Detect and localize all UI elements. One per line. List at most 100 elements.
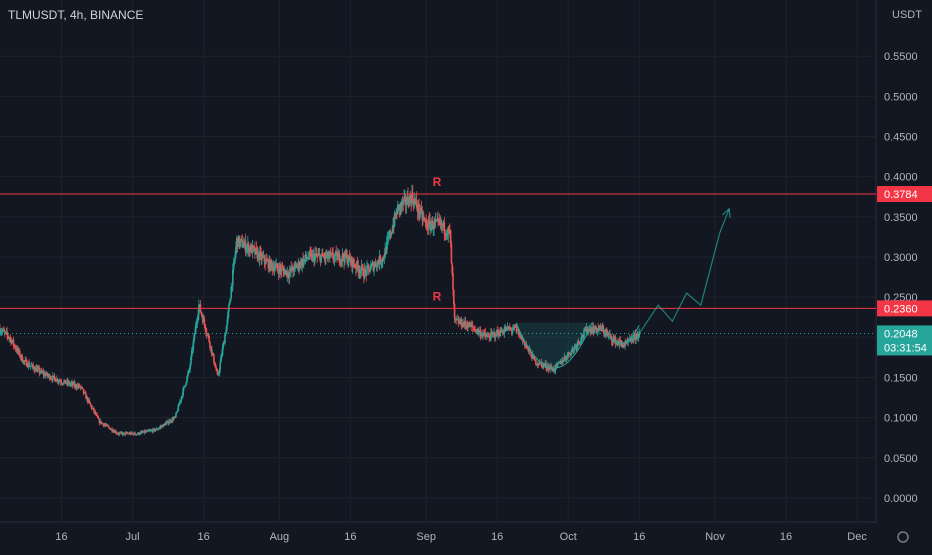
candle-body [471, 325, 474, 328]
candle-body [477, 328, 480, 333]
candle-body [126, 432, 128, 434]
candle-body [53, 375, 56, 378]
candle-body [472, 327, 475, 329]
candle-body [437, 219, 440, 221]
candle-body [310, 252, 312, 254]
candle-body [440, 219, 442, 226]
y-tick-label: 0.5000 [884, 91, 918, 103]
candle-body [320, 255, 322, 263]
candle-body [399, 204, 401, 211]
candle-body [18, 350, 21, 357]
candle-body [512, 329, 514, 331]
candle-body [246, 246, 248, 250]
candle-body [332, 253, 334, 259]
candle-body [108, 427, 111, 430]
candle-body [545, 363, 547, 368]
candle-body [12, 339, 15, 346]
candle-body [305, 254, 308, 259]
candle-body [393, 213, 396, 227]
symbol-title: TLMUSDT, 4h, BINANCE [8, 8, 144, 22]
candle-body [229, 298, 232, 303]
candle-body [450, 243, 453, 264]
candle-body [89, 403, 92, 406]
candle-body [170, 421, 173, 423]
candle-body [291, 266, 294, 271]
candle-body [88, 399, 90, 402]
candle-body [628, 340, 630, 342]
candle-body [357, 266, 360, 273]
candle-body [618, 340, 621, 345]
handle-pattern-curve [600, 325, 640, 344]
candle-body [632, 334, 635, 342]
candle-body [344, 251, 347, 257]
candle-body [44, 374, 47, 377]
candle-body [342, 253, 345, 259]
candle-countdown-label: 03:31:54 [884, 342, 927, 354]
resistance-price-label: 0.2360 [884, 303, 918, 315]
candle-body [245, 249, 248, 252]
candle-body [535, 364, 538, 366]
candle-body [244, 240, 247, 252]
candle-body [373, 266, 375, 271]
candle-body [470, 323, 472, 326]
candle-body [254, 247, 257, 254]
candle-body [158, 427, 161, 429]
candle-body [388, 236, 390, 238]
candle-body [356, 261, 359, 267]
x-tick-label: Sep [416, 531, 436, 543]
candle-body [78, 384, 81, 388]
candle-body [418, 204, 420, 215]
candle-body [402, 200, 405, 205]
candle-body [321, 252, 324, 256]
candle-body [38, 368, 41, 373]
candle-body [446, 234, 449, 236]
candle-body [14, 348, 17, 350]
y-tick-label: 0.5500 [884, 51, 918, 63]
candle-body [218, 370, 221, 374]
candle-body [11, 341, 13, 344]
candle-body [162, 424, 165, 428]
candle-body [106, 424, 109, 426]
candle-body [232, 269, 234, 286]
candle-body [242, 246, 244, 248]
candle-body [303, 258, 306, 260]
candle-body [598, 328, 600, 331]
candle-body [284, 271, 286, 275]
candle-body [426, 223, 428, 229]
candle-body [420, 207, 423, 211]
candle-body [234, 254, 236, 260]
candle-body [59, 381, 62, 383]
candle-body [263, 255, 266, 262]
candle-body [539, 361, 541, 365]
candle-body [571, 349, 573, 351]
candle-body [287, 271, 289, 276]
candle-body [383, 257, 386, 260]
candle-body [111, 428, 113, 432]
candle-body [550, 366, 553, 369]
candle-body [580, 340, 582, 343]
candle-body [65, 383, 68, 385]
candle-body [221, 347, 224, 356]
candle-body [630, 337, 633, 341]
candle-body [408, 195, 411, 207]
candle-body [404, 196, 407, 205]
candle-body [467, 326, 469, 328]
candle-body [445, 233, 447, 236]
candle-body [216, 370, 218, 372]
candle-body [431, 220, 434, 230]
candle-body [102, 423, 105, 426]
candle-body [432, 228, 435, 230]
candle-body [14, 345, 16, 349]
candle-body [101, 422, 104, 424]
candle-body [192, 341, 195, 350]
candle-body [327, 251, 330, 259]
candle-body [220, 356, 222, 363]
candle-body [482, 331, 485, 335]
candle-body [328, 256, 330, 259]
y-tick-label: 0.3500 [884, 212, 918, 224]
candle-body [364, 269, 367, 271]
candle-body [278, 266, 281, 274]
y-tick-label: 0.3000 [884, 252, 918, 264]
